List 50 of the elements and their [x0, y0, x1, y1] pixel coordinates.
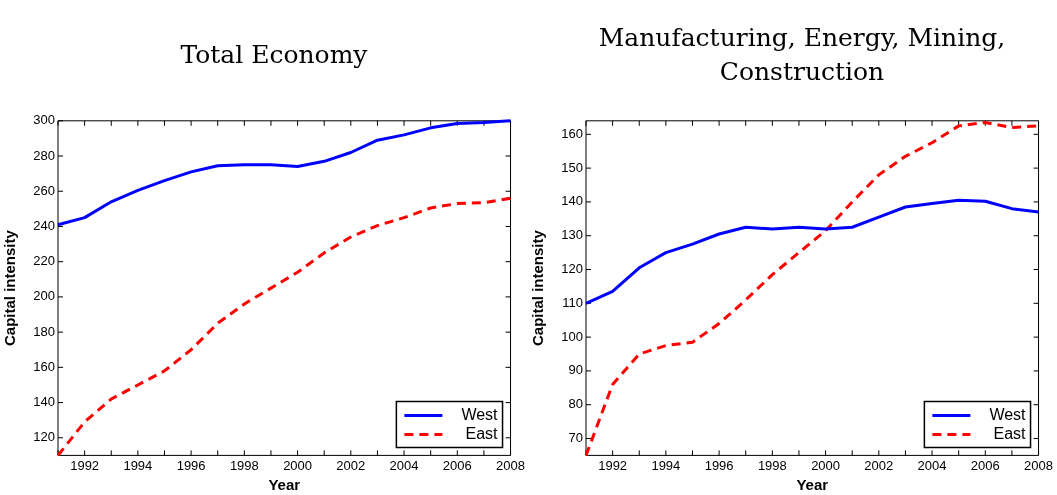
x-axis-title: Year: [796, 476, 829, 494]
x-tick-label: 2006: [970, 457, 1000, 473]
y-tick-label: 150: [561, 159, 583, 175]
x-tick-label: 1996: [176, 457, 206, 473]
y-tick-label: 160: [33, 358, 55, 374]
chart-title: Manufacturing, Energy, Mining, Construction: [597, 22, 1007, 88]
line-series: [584, 120, 1041, 457]
y-tick-label: 240: [33, 218, 55, 234]
y-tick-label: 180: [33, 323, 55, 339]
y-tick-label: 130: [561, 227, 583, 243]
y-tick-label: 120: [561, 261, 583, 277]
x-tick-label: 2008: [496, 457, 525, 473]
y-tick-label: 80: [568, 396, 583, 412]
x-tick-label: 1994: [123, 457, 153, 473]
y-axis-title: Capital intensity: [529, 229, 547, 347]
y-tick-label: 140: [561, 193, 583, 209]
y-tick-label: 200: [33, 288, 55, 304]
y-tick-label: 140: [33, 394, 55, 410]
y-tick-label: 160: [561, 125, 583, 141]
y-tick-label: 300: [33, 112, 55, 128]
x-tick-label: 1998: [229, 457, 259, 473]
x-tick-label: 2000: [283, 457, 313, 473]
x-tick-label: 2004: [917, 457, 947, 473]
x-tick-label: 2006: [442, 457, 472, 473]
y-tick-label: 260: [33, 182, 55, 198]
y-tick-label: 110: [562, 294, 583, 310]
x-tick-label: 2000: [811, 457, 841, 473]
y-tick-label: 70: [568, 430, 583, 446]
y-tick-label: 100: [561, 328, 583, 344]
x-axis-title: Year: [268, 476, 301, 494]
chart-title: Total Economy: [179, 39, 369, 71]
x-tick-label: 1996: [704, 457, 734, 473]
x-tick-label: 1992: [70, 457, 100, 473]
legend-label: West: [461, 405, 499, 423]
y-tick-label: 280: [33, 147, 55, 163]
x-tick-label: 1994: [651, 457, 681, 473]
y-axis-title: Capital intensity: [1, 229, 19, 347]
y-tick-label: 90: [568, 362, 583, 378]
x-tick-label: 1998: [757, 457, 787, 473]
y-tick-label: 220: [33, 253, 55, 269]
x-tick-label: 2008: [1024, 457, 1053, 473]
legend-label: West: [989, 405, 1027, 423]
legend-label: East: [465, 424, 499, 442]
y-tick-label: 120: [33, 429, 55, 445]
line-series: [56, 196, 513, 457]
legend-label: East: [993, 424, 1027, 442]
x-tick-label: 2002: [864, 457, 894, 473]
x-tick-label: 1992: [598, 457, 628, 473]
x-tick-label: 2002: [336, 457, 366, 473]
x-tick-label: 2004: [389, 457, 419, 473]
